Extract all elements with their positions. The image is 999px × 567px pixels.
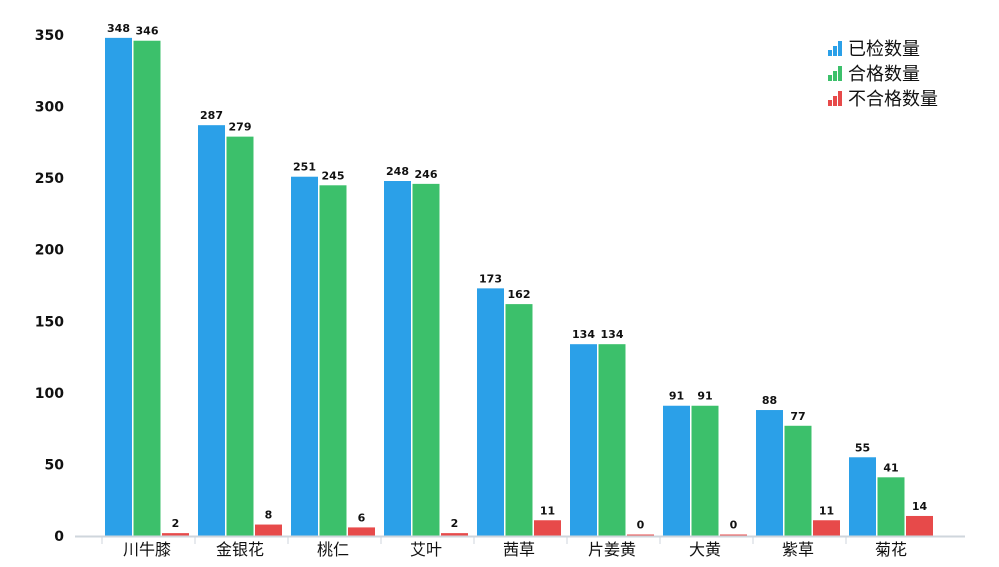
bar bbox=[226, 136, 254, 537]
x-tick-label: 菊花 bbox=[875, 540, 907, 559]
data-label: 11 bbox=[819, 504, 834, 517]
data-label: 91 bbox=[697, 390, 712, 403]
bar bbox=[756, 410, 783, 536]
legend-item: 合格数量 bbox=[828, 64, 920, 85]
bar bbox=[412, 183, 440, 536]
x-tick-label: 片姜黄 bbox=[588, 540, 636, 559]
bar-chart-icon bbox=[828, 91, 842, 106]
y-axis: 0 50 100 150 200 250 300 350 bbox=[35, 28, 64, 545]
bar bbox=[598, 344, 626, 536]
bar bbox=[663, 405, 690, 536]
data-label: 55 bbox=[855, 441, 870, 454]
y-tick-label: 0 bbox=[54, 529, 64, 545]
bar bbox=[255, 524, 282, 536]
bar bbox=[720, 534, 747, 536]
data-label: 77 bbox=[790, 410, 805, 423]
data-label: 162 bbox=[508, 288, 531, 301]
bar bbox=[813, 520, 840, 536]
bar bbox=[505, 304, 533, 536]
x-tick-label: 桃仁 bbox=[317, 540, 349, 559]
bar bbox=[162, 533, 189, 536]
data-label: 134 bbox=[572, 328, 595, 341]
bar bbox=[627, 534, 654, 536]
data-label: 134 bbox=[601, 328, 624, 341]
x-axis: 川牛膝 金银花 桃仁 艾叶 茜草 片姜黄 大黄 紫草 菊花 bbox=[75, 535, 965, 559]
data-label: 2 bbox=[451, 517, 459, 530]
y-tick-label: 100 bbox=[35, 386, 64, 402]
bar bbox=[384, 181, 411, 536]
x-tick-label: 金银花 bbox=[216, 540, 264, 559]
bar-chart-icon bbox=[828, 66, 842, 81]
data-label: 248 bbox=[386, 165, 409, 178]
legend-label: 已检数量 bbox=[848, 39, 920, 60]
legend-label: 合格数量 bbox=[848, 64, 920, 85]
bar bbox=[477, 288, 504, 536]
x-tick-label: 茜草 bbox=[503, 540, 535, 559]
legend-item: 不合格数量 bbox=[828, 89, 938, 110]
x-tick-label: 艾叶 bbox=[410, 540, 442, 559]
data-label: 279 bbox=[229, 121, 252, 134]
data-label: 346 bbox=[136, 25, 159, 38]
bar bbox=[906, 515, 933, 536]
data-label: 173 bbox=[479, 272, 502, 285]
bars: 348 346 2 287 279 8 251 245 6 248 246 2 173 162 11 134 1… bbox=[105, 22, 933, 537]
y-tick-label: 300 bbox=[35, 100, 64, 116]
y-tick-label: 250 bbox=[35, 171, 64, 187]
legend-label: 不合格数量 bbox=[848, 89, 938, 110]
bar bbox=[441, 533, 468, 536]
data-label: 41 bbox=[883, 461, 898, 474]
data-label: 348 bbox=[107, 22, 130, 35]
bar bbox=[198, 125, 225, 537]
bar bbox=[534, 520, 561, 536]
x-tick-label: 大黄 bbox=[689, 540, 721, 559]
data-label: 11 bbox=[540, 504, 555, 517]
y-tick-label: 350 bbox=[35, 28, 64, 44]
data-label: 14 bbox=[912, 500, 928, 513]
y-tick-label: 200 bbox=[35, 243, 64, 259]
data-label: 0 bbox=[637, 519, 645, 532]
bar bbox=[877, 477, 905, 536]
data-label: 2 bbox=[172, 517, 180, 530]
bar bbox=[784, 425, 812, 536]
bar bbox=[105, 37, 132, 537]
y-tick-label: 50 bbox=[45, 457, 65, 473]
legend-item: 已检数量 bbox=[828, 39, 920, 60]
data-label: 91 bbox=[669, 390, 684, 403]
data-label: 251 bbox=[293, 161, 316, 174]
data-label: 6 bbox=[358, 511, 366, 524]
x-tick-label: 紫草 bbox=[782, 540, 814, 559]
data-label: 88 bbox=[762, 394, 777, 407]
bar bbox=[319, 185, 347, 537]
data-label: 8 bbox=[265, 509, 273, 522]
bar bbox=[691, 405, 719, 536]
bar bbox=[291, 176, 318, 536]
data-label: 245 bbox=[322, 169, 345, 182]
bar-chart-icon bbox=[828, 41, 842, 56]
y-tick-label: 150 bbox=[35, 314, 64, 330]
bar bbox=[348, 527, 375, 536]
bar bbox=[570, 344, 597, 536]
bar bbox=[849, 457, 876, 536]
bar bbox=[133, 40, 161, 537]
data-label: 246 bbox=[415, 168, 438, 181]
data-label: 287 bbox=[200, 109, 223, 122]
x-tick-label: 川牛膝 bbox=[123, 540, 171, 559]
data-label: 0 bbox=[730, 519, 738, 532]
